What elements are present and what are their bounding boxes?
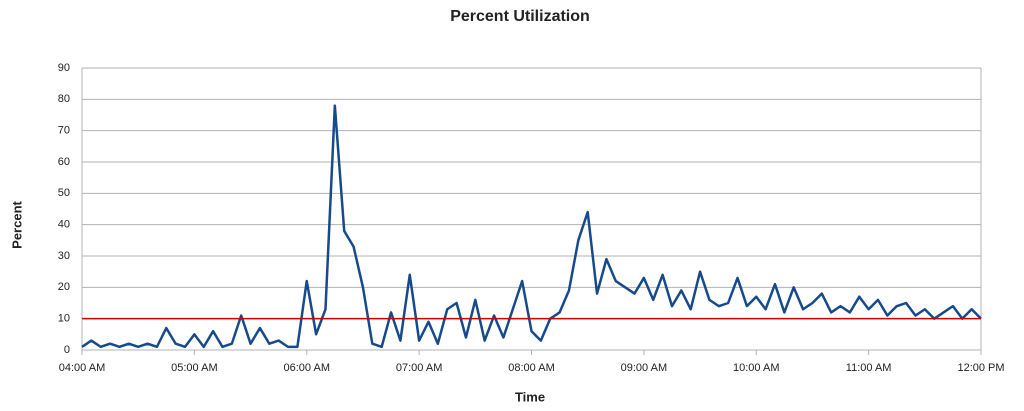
y-tick-label: 60 (58, 156, 70, 168)
x-tick-label: 07:00 AM (396, 362, 442, 374)
x-tick-label: 04:00 AM (59, 362, 105, 374)
x-tick-label: 12:00 PM (957, 362, 1004, 374)
x-tick-label: 11:00 AM (846, 362, 892, 374)
y-tick-label: 80 (58, 93, 70, 105)
y-tick-label: 50 (58, 187, 70, 199)
x-tick-label: 09:00 AM (621, 362, 667, 374)
x-tick-label: 05:00 AM (171, 362, 217, 374)
data-line (81, 104, 982, 349)
chart-title: Percent Utilization (450, 8, 590, 25)
y-tick-label: 40 (58, 219, 70, 231)
y-tick-label: 70 (58, 125, 70, 137)
y-tick-label: 10 (58, 313, 70, 325)
y-tick-label: 30 (58, 250, 70, 262)
y-axis-label: Percent (9, 200, 24, 248)
y-tick-label: 90 (58, 62, 70, 74)
y-tick-label: 20 (58, 281, 70, 293)
y-tick-label: 0 (64, 344, 70, 356)
x-axis-label: Time (515, 389, 545, 404)
x-tick-label: 08:00 AM (508, 362, 554, 374)
x-tick-label: 06:00 AM (284, 362, 330, 374)
x-tick-label: 10:00 AM (733, 362, 779, 374)
